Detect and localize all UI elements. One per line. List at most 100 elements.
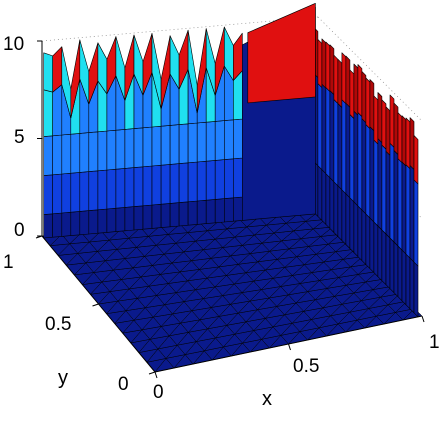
grid-line bbox=[317, 16, 423, 122]
right-wall-facet bbox=[361, 209, 367, 265]
right-wall-facet bbox=[377, 225, 383, 282]
back-wall-facet bbox=[106, 168, 117, 210]
right-wall-facet bbox=[401, 249, 407, 306]
y-tick-0.5: 0.5 bbox=[45, 314, 71, 335]
back-wall-facet bbox=[233, 157, 243, 199]
back-wall-facet bbox=[88, 209, 99, 235]
back-wall-facet bbox=[224, 119, 234, 160]
back-wall-facet bbox=[70, 133, 81, 174]
right-wall-facet bbox=[341, 99, 347, 195]
back-wall-facet bbox=[224, 197, 234, 223]
back-wall-facet bbox=[178, 201, 189, 227]
right-wall-facet bbox=[373, 95, 379, 145]
right-wall-facet bbox=[337, 185, 343, 241]
right-wall-facet bbox=[341, 52, 347, 104]
back-wall-facet bbox=[88, 131, 99, 172]
right-wall-facet bbox=[369, 126, 375, 223]
right-wall-facet bbox=[365, 213, 371, 269]
back-wall-facet bbox=[178, 123, 189, 164]
right-wall-facet bbox=[337, 58, 343, 108]
x-tick-mark bbox=[421, 315, 425, 323]
back-wall-facet bbox=[115, 129, 126, 170]
back-wall-facet bbox=[124, 206, 135, 232]
back-wall-facet bbox=[52, 84, 63, 137]
right-wall-facet bbox=[321, 169, 327, 225]
right-wall-facet bbox=[357, 64, 363, 117]
back-wall-facet bbox=[124, 128, 135, 169]
back-wall-facet bbox=[115, 207, 126, 232]
right-wall-facet bbox=[413, 179, 419, 267]
back-wall-facet bbox=[169, 202, 180, 228]
right-wall-facet bbox=[321, 38, 327, 89]
back-wall-facet bbox=[97, 169, 108, 211]
back-wall-facet bbox=[88, 170, 99, 211]
right-wall-facet bbox=[333, 181, 339, 237]
back-wall-facet bbox=[133, 127, 144, 168]
right-wall-facet bbox=[389, 94, 395, 148]
right-wall-facet bbox=[321, 83, 327, 174]
back-wall-facet bbox=[169, 124, 180, 165]
right-wall-facet bbox=[373, 139, 379, 227]
right-wall-facet bbox=[405, 117, 411, 169]
right-wall-facet bbox=[317, 83, 323, 170]
axes bbox=[35, 40, 425, 379]
right-wall-facet bbox=[353, 201, 359, 257]
back-wall-facet bbox=[196, 199, 207, 225]
right-wall-facet bbox=[381, 99, 387, 150]
x-axis-label: x bbox=[262, 388, 272, 410]
back-wall-facet bbox=[43, 174, 54, 215]
right-wall-facet bbox=[389, 237, 395, 294]
y-axis-label: y bbox=[58, 367, 68, 389]
back-wall-facet bbox=[106, 207, 117, 233]
back-wall-facet bbox=[196, 121, 207, 163]
right-wall-facet bbox=[349, 114, 355, 203]
right-wall-facet bbox=[333, 54, 339, 104]
back-wall-facet bbox=[142, 126, 153, 168]
back-wall-facet bbox=[233, 118, 243, 160]
back-wall-facet bbox=[43, 89, 54, 137]
corner-facet bbox=[247, 2, 316, 104]
back-wall-surface bbox=[43, 26, 243, 239]
right-wall-facet bbox=[401, 115, 407, 167]
right-wall-facet bbox=[337, 103, 343, 191]
back-wall-facet bbox=[61, 172, 72, 214]
back-wall-facet bbox=[70, 172, 81, 213]
right-wall-facet bbox=[329, 44, 335, 95]
back-wall-facet bbox=[79, 171, 90, 212]
right-wall-facet bbox=[369, 217, 375, 273]
right-wall-facet bbox=[329, 177, 335, 233]
back-wall-facet bbox=[70, 211, 81, 236]
back-wall-facet bbox=[52, 46, 63, 93]
back-wall-facet bbox=[205, 121, 216, 162]
back-wall-facet bbox=[151, 203, 162, 229]
right-wall-facet bbox=[393, 241, 399, 298]
back-wall-facet bbox=[151, 164, 162, 206]
back-wall-facet bbox=[79, 132, 90, 173]
x-tick-mark bbox=[288, 343, 291, 351]
right-wall-facet bbox=[413, 261, 419, 318]
right-wall-facet bbox=[373, 221, 379, 278]
right-wall-facet bbox=[381, 229, 387, 286]
back-wall-facet bbox=[151, 125, 162, 167]
y-tick-mark bbox=[148, 371, 156, 375]
right-wall-facet bbox=[389, 143, 395, 243]
right-wall-facet bbox=[349, 197, 355, 253]
right-wall-facet bbox=[377, 138, 383, 231]
right-wall-facet bbox=[325, 41, 331, 92]
right-wall-facet bbox=[401, 161, 407, 255]
right-wall-facet bbox=[353, 63, 359, 116]
y-tick-1: 1 bbox=[3, 252, 14, 273]
back-wall-facet bbox=[205, 199, 216, 224]
back-wall-facet bbox=[214, 198, 225, 224]
back-wall-facet bbox=[43, 213, 54, 239]
back-wall-facet bbox=[160, 203, 171, 228]
back-wall-facet bbox=[160, 164, 171, 205]
right-wall-facet bbox=[353, 110, 359, 207]
right-wall-facet bbox=[317, 165, 323, 221]
back-wall-facet bbox=[160, 125, 171, 166]
z-tick-0: 0 bbox=[14, 220, 25, 241]
back-wall-facet bbox=[115, 168, 126, 209]
right-wall-facet bbox=[409, 257, 415, 314]
right-wall-facet bbox=[345, 193, 351, 249]
back-wall-facet bbox=[52, 173, 63, 215]
